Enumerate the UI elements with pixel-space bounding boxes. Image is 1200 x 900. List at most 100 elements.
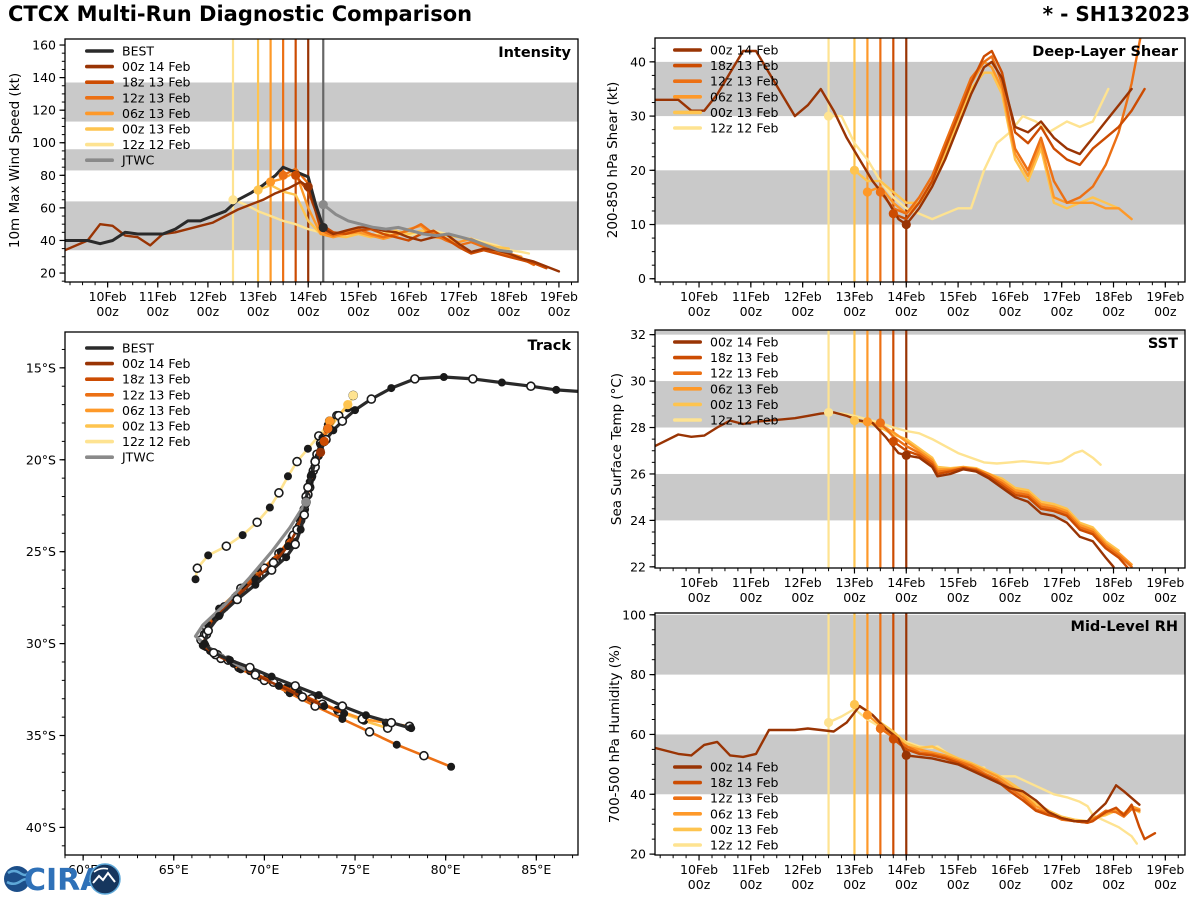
svg-text:22: 22	[630, 559, 646, 574]
sst-panel: 10Feb 00z 11Feb 00z 12Feb 00z 13Feb 00z 14Feb 00z…	[609, 327, 1186, 605]
svg-text:700-500 hPa Humidity (%): 700-500 hPa Humidity (%)	[607, 645, 623, 823]
svg-text:60: 60	[630, 727, 646, 742]
svg-text:12z 13 Feb: 12z 13 Feb	[710, 791, 779, 806]
svg-text:18z 13 Feb: 18z 13 Feb	[122, 75, 191, 90]
svg-text:20: 20	[40, 266, 56, 281]
series-00z-14-feb	[655, 49, 1133, 226]
svg-text:40: 40	[630, 787, 646, 802]
svg-text:30: 30	[630, 109, 646, 124]
svg-text:12z 13 Feb: 12z 13 Feb	[122, 387, 191, 402]
series-12z-12-feb	[827, 87, 1110, 221]
svg-text:12z 13 Feb: 12z 13 Feb	[710, 74, 779, 89]
series-06z-13-feb	[866, 60, 1133, 221]
svg-text:Deep-Layer Shear: Deep-Layer Shear	[1032, 44, 1179, 60]
svg-text:00z 14 Feb: 00z 14 Feb	[122, 356, 191, 371]
svg-text:06z 13 Feb: 06z 13 Feb	[710, 806, 779, 821]
track-panel: 60°E 65°E 70°E 75°E 80°E 85°E15°S20°S25°S30°S…	[26, 331, 579, 877]
svg-text:40: 40	[630, 54, 646, 69]
svg-text:12z 12 Feb: 12z 12 Feb	[122, 434, 191, 449]
svg-text:12z 13 Feb: 12z 13 Feb	[710, 366, 779, 381]
svg-text:0: 0	[638, 271, 646, 286]
svg-text:12z 13 Feb: 12z 13 Feb	[122, 90, 191, 105]
series-12z-13-feb	[879, 421, 1133, 568]
series-18z-13-feb	[199, 440, 346, 715]
storm-id-label: * - SH132023	[1042, 2, 1190, 26]
svg-text:20: 20	[630, 847, 646, 862]
series-jtwc	[321, 203, 513, 254]
svg-text:15°S: 15°S	[26, 360, 56, 375]
svg-text:18z 13 Feb: 18z 13 Feb	[122, 372, 191, 387]
svg-text:30°S: 30°S	[26, 636, 56, 651]
svg-text:00z 13 Feb: 00z 13 Feb	[122, 122, 191, 137]
svg-text:160: 160	[32, 38, 56, 53]
svg-text:10: 10	[630, 217, 646, 232]
series-00z-14-feb	[655, 411, 1115, 568]
svg-text:18z 13 Feb: 18z 13 Feb	[710, 775, 779, 790]
svg-text:70°E: 70°E	[249, 862, 279, 877]
series-12z-12-feb	[231, 198, 531, 255]
svg-text:00z 14 Feb: 00z 14 Feb	[710, 760, 779, 775]
series-18z-13-feb	[892, 49, 1146, 221]
svg-text:40: 40	[40, 233, 56, 248]
svg-text:18z 13 Feb: 18z 13 Feb	[710, 350, 779, 365]
svg-text:12z 12 Feb: 12z 12 Feb	[710, 838, 779, 853]
svg-text:00z 13 Feb: 00z 13 Feb	[710, 822, 779, 837]
svg-text:Track: Track	[528, 338, 572, 354]
svg-text:JTWC: JTWC	[121, 450, 155, 465]
svg-text:28: 28	[630, 420, 646, 435]
svg-text:06z 13 Feb: 06z 13 Feb	[122, 403, 191, 418]
series-18z-13-feb	[892, 737, 1157, 841]
svg-text:00z 14 Feb: 00z 14 Feb	[710, 43, 779, 58]
svg-text:75°E: 75°E	[340, 862, 370, 877]
svg-text:200-850 hPa Shear (kt): 200-850 hPa Shear (kt)	[605, 82, 621, 239]
svg-text:Sea Surface Temp (°C): Sea Surface Temp (°C)	[609, 373, 625, 525]
svg-text:25°S: 25°S	[26, 544, 56, 559]
svg-text:26: 26	[630, 466, 646, 481]
svg-text:Mid-Level RH: Mid-Level RH	[1071, 619, 1178, 635]
svg-text:06z 13 Feb: 06z 13 Feb	[710, 381, 779, 396]
svg-text:12z 12 Feb: 12z 12 Feb	[122, 137, 191, 152]
series-00z-13-feb	[203, 403, 390, 730]
svg-text:12z 12 Feb: 12z 12 Feb	[710, 413, 779, 428]
series-00z-14-feb	[65, 180, 561, 273]
svg-text:85°E: 85°E	[521, 862, 551, 877]
svg-text:12z 12 Feb: 12z 12 Feb	[710, 121, 779, 136]
rammb-badge-icon	[89, 863, 121, 895]
svg-text:80°E: 80°E	[431, 862, 461, 877]
svg-text:06z 13 Feb: 06z 13 Feb	[710, 89, 779, 104]
svg-text:20°S: 20°S	[26, 452, 56, 467]
svg-text:JTWC: JTWC	[121, 153, 155, 168]
svg-text:00z 13 Feb: 00z 13 Feb	[122, 419, 191, 434]
series-00z-13-feb	[853, 703, 1141, 823]
